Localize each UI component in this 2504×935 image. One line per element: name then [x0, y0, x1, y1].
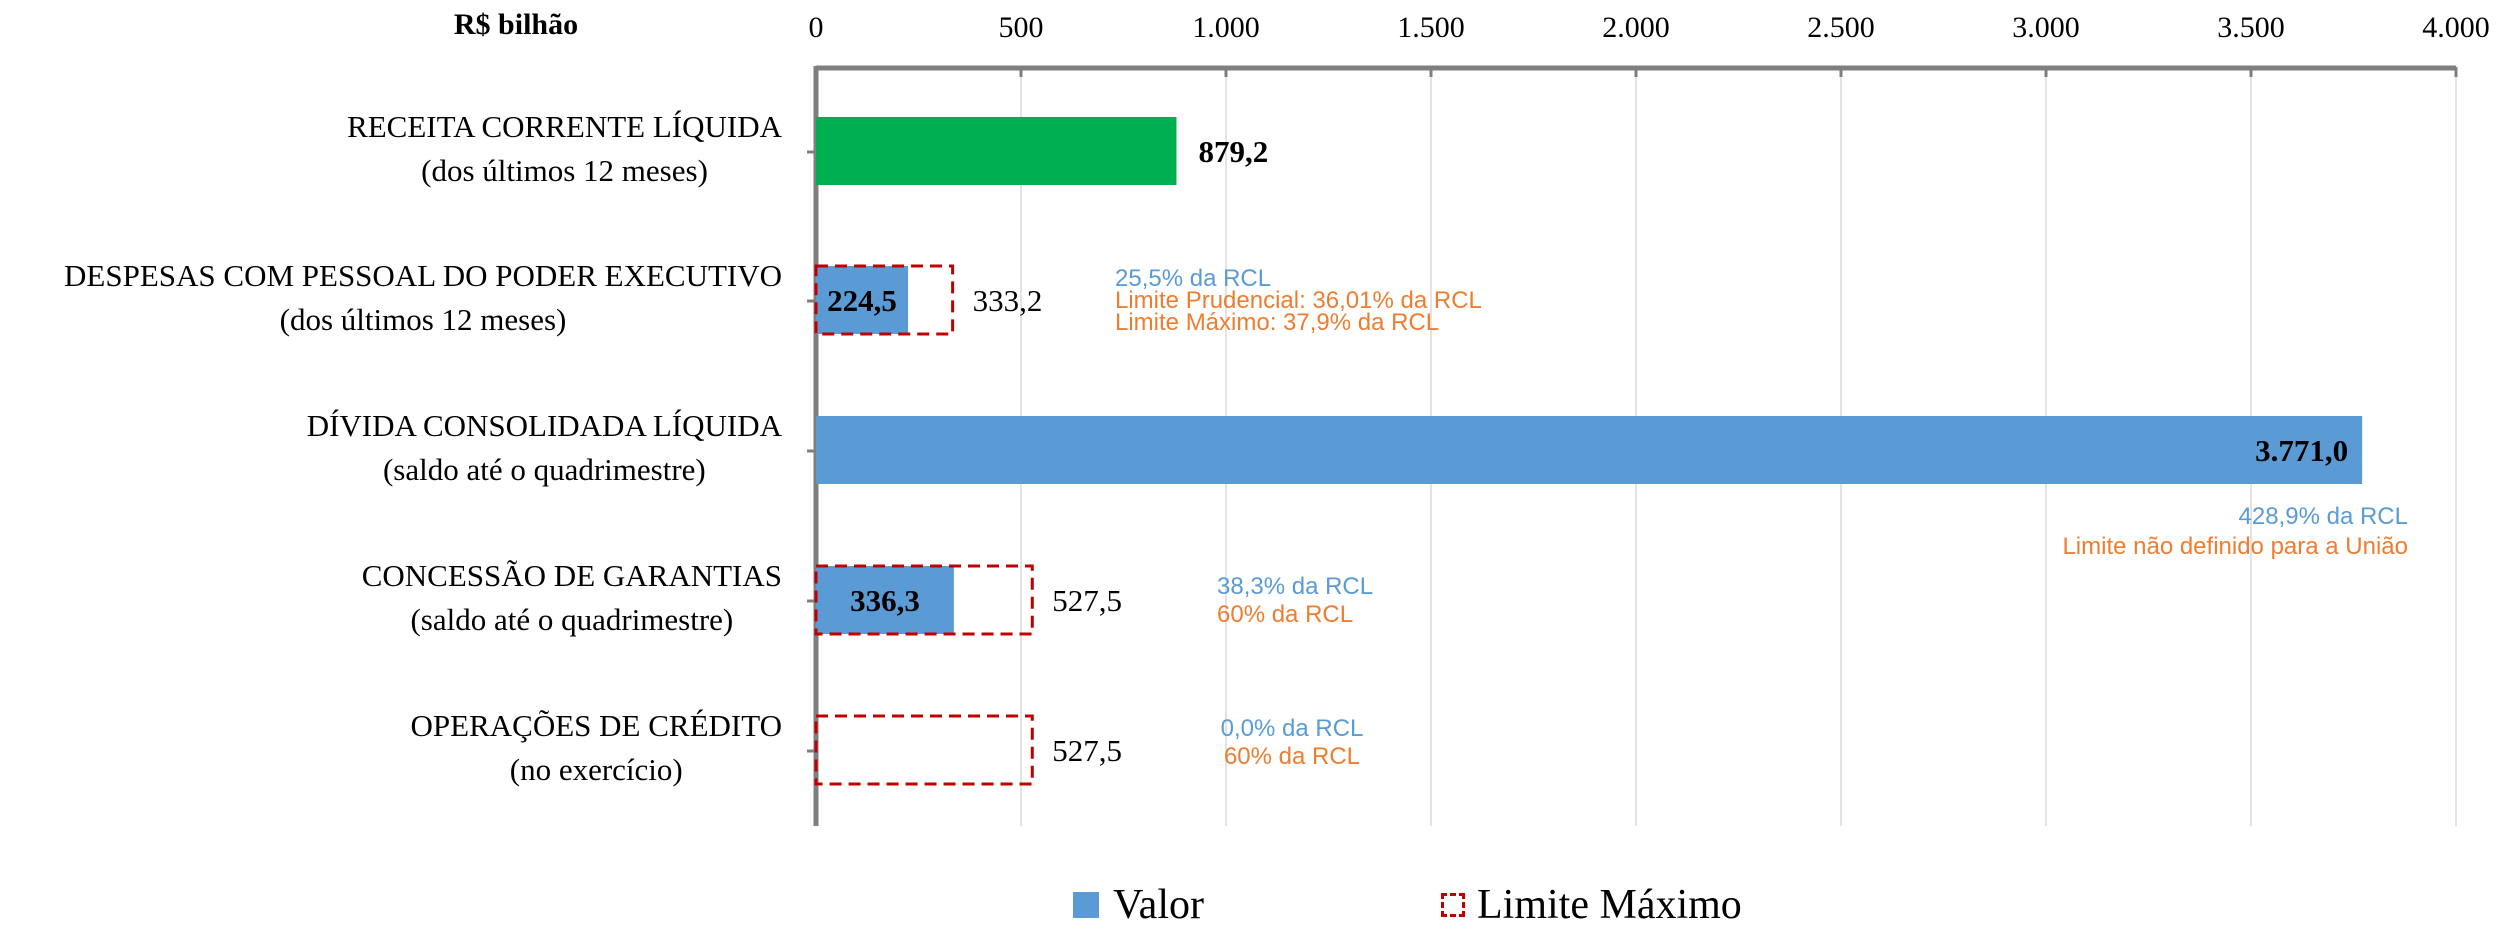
value-label: 3.771,0	[2255, 433, 2348, 468]
value-label: 879,2	[1198, 134, 1268, 169]
x-tick-labels: 0 500 1.000 1.500 2.000 2.500 3.000 3.500 4.000	[809, 11, 2490, 44]
bars	[816, 117, 2363, 634]
limit-label: 527,5	[1052, 733, 1122, 768]
category-label-line2: (saldo até o quadrimestre)	[410, 602, 733, 637]
annotation: 428,9% da RCL	[2239, 503, 2408, 530]
annotation: 25,5% da RCL	[1115, 265, 1271, 292]
annotation: 60% da RCL	[1224, 743, 1360, 770]
limit-label: 527,5	[1052, 583, 1122, 618]
annotation: Limite Máximo: 37,9% da RCL	[1115, 309, 1439, 336]
x-tick-label: 500	[999, 11, 1044, 44]
bar-valor	[816, 566, 954, 634]
bar-valor	[816, 266, 909, 334]
category-label-line1: OPERAÇÕES DE CRÉDITO	[411, 708, 782, 743]
value-label: 224,5	[827, 283, 897, 318]
unit-label: R$ bilhão	[454, 8, 578, 41]
bar-valor	[816, 117, 1177, 185]
annotation: 38,3% da RCL	[1217, 573, 1373, 600]
x-tick-label: 1.500	[1397, 11, 1465, 44]
category-label-line2: (dos últimos 12 meses)	[280, 302, 567, 337]
data-labels: 879,2 333,2 224,5 3.771,0 527,5 336,3 527,5	[827, 134, 2348, 768]
x-tick-label: 3.000	[2012, 11, 2080, 44]
legend: Valor	[1073, 875, 1204, 935]
legend-label-valor: Valor	[1113, 882, 1204, 928]
x-tick-label: 3.500	[2217, 11, 2285, 44]
legend-limit: Limite Máximo	[1441, 875, 1742, 935]
category-label-line2: (no exercício)	[510, 752, 683, 787]
x-tick-label: 2.000	[1602, 11, 1670, 44]
category-label-line1: CONCESSÃO DE GARANTIAS	[362, 558, 782, 593]
annotation: 0,0% da RCL	[1221, 715, 1364, 742]
limit-label: 333,2	[973, 283, 1043, 318]
category-label-line2: (saldo até o quadrimestre)	[383, 452, 706, 487]
limit-box	[814, 564, 1034, 636]
annotation: 60% da RCL	[1217, 601, 1353, 628]
bar-valor	[816, 416, 2363, 484]
category-labels: RECEITA CORRENTE LÍQUIDA (dos últimos 12 …	[64, 109, 783, 787]
limit-box	[814, 264, 955, 336]
category-label-line1: RECEITA CORRENTE LÍQUIDA	[347, 109, 783, 144]
category-label-line2: (dos últimos 12 meses)	[421, 153, 708, 188]
x-tick-label: 2.500	[1807, 11, 1875, 44]
value-label: 336,3	[850, 583, 920, 618]
category-label-line1: DÍVIDA CONSOLIDADA LÍQUIDA	[307, 408, 783, 443]
legend-label-limite: Limite Máximo	[1477, 882, 1742, 928]
category-label-line1: DESPESAS COM PESSOAL DO PODER EXECUTIVO	[64, 258, 782, 293]
limit-boxes	[814, 264, 1034, 786]
annotation: Limite Prudencial: 36,01% da RCL	[1115, 287, 1482, 314]
legend-swatch-limite	[1441, 893, 1465, 917]
legend-swatch-valor	[1073, 892, 1099, 918]
annotation: Limite não definido para a União	[2062, 533, 2408, 560]
x-tick-label: 4.000	[2422, 11, 2490, 44]
x-tick-label: 1.000	[1192, 11, 1260, 44]
limit-box	[814, 714, 1034, 786]
x-tick-label: 0	[809, 11, 824, 44]
